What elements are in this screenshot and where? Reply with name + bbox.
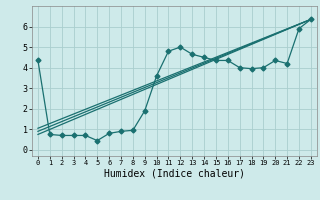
- X-axis label: Humidex (Indice chaleur): Humidex (Indice chaleur): [104, 169, 245, 179]
